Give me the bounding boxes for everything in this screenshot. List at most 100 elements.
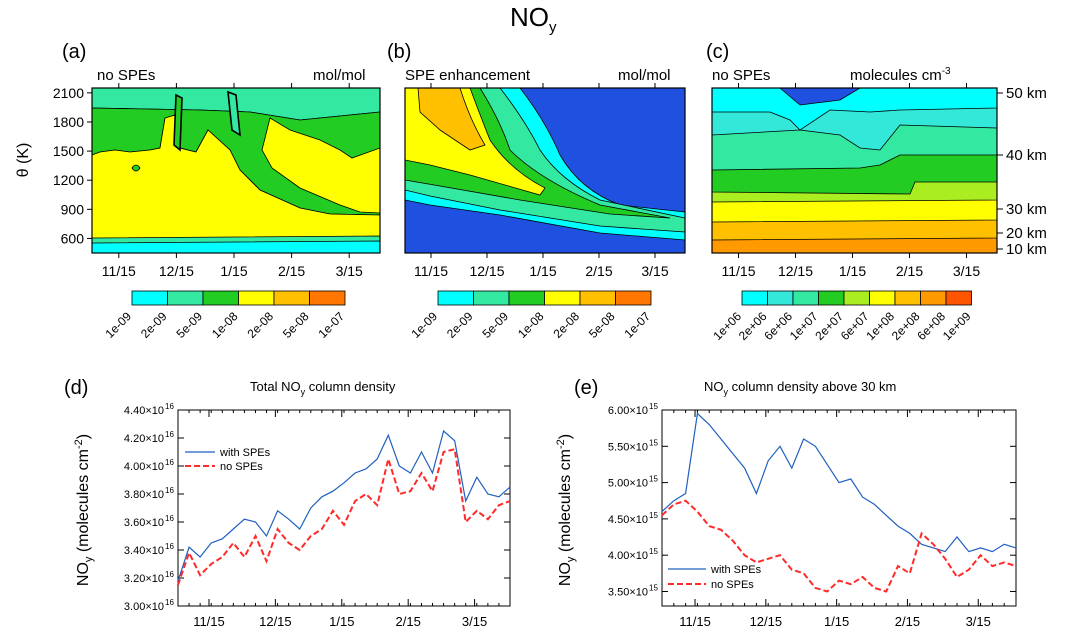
x-tick-label: 1/15 bbox=[220, 263, 247, 279]
colorbar-label: 1e-07 bbox=[316, 309, 348, 341]
colorbar-cell bbox=[202, 290, 239, 306]
y-tick-exponent: 16 bbox=[165, 486, 174, 495]
panel-label-e: (e) bbox=[574, 377, 598, 399]
panel-b-x-axis: 11/15 12/15 1/15 2/15 3/15 bbox=[414, 83, 669, 279]
y-tick-exponent: 15 bbox=[649, 438, 658, 447]
panel-b-right-label: mol/mol bbox=[618, 67, 671, 84]
colorbar-cell bbox=[167, 290, 204, 306]
x-tick-label: 11/15 bbox=[722, 263, 756, 279]
colorbar-label: 1e+06 bbox=[710, 309, 744, 343]
y-tick-label: 4.00×10 bbox=[124, 461, 164, 473]
x-tick-label: 2/15 bbox=[278, 263, 305, 279]
colorbar-cell bbox=[894, 290, 921, 306]
panel-c-x-axis: 11/15 12/15 1/15 2/15 3/15 bbox=[722, 83, 980, 279]
colorbar-cell bbox=[920, 290, 947, 306]
colorbar-cell bbox=[273, 290, 310, 306]
x-tick-label: 11/15 bbox=[679, 614, 711, 629]
panel-b: SPE enhancement mol/mol 11/15 12/15 1/15 2/… bbox=[404, 67, 686, 341]
panel-d-plot-frame bbox=[177, 409, 511, 607]
x-tick-label: 12/15 bbox=[469, 263, 504, 279]
panel-a-x-axis: 11/15 12/15 1/15 2/15 3/15 bbox=[102, 83, 363, 279]
y-tick-exponent: 16 bbox=[165, 542, 174, 551]
x-tick-label: 11/15 bbox=[102, 263, 136, 279]
colorbar-label: 1e+09 bbox=[940, 309, 974, 343]
panel-d-plot: 3.00×10 163.20×10 163.40×10 163.60×10 163.80… bbox=[124, 402, 511, 629]
colorbar-label: 5e-09 bbox=[174, 309, 206, 341]
panel-a-colorbar: 1e-09 2e-09 5e-09 1e-08 2e-08 5e-08 1e-07 bbox=[103, 290, 348, 341]
panel-a-y-axis: 600 900 1200 1500 1800 2100 bbox=[53, 85, 92, 246]
panel-e-plot-frame bbox=[661, 409, 1017, 607]
y-tick-exponent: 15 bbox=[649, 475, 658, 484]
legend-label-no-spes: no SPEs bbox=[711, 579, 754, 591]
y-tick-label: 3.40×10 bbox=[124, 545, 164, 557]
y-tick-exponent: 15 bbox=[649, 583, 658, 592]
x-tick-label: 12/15 bbox=[750, 614, 783, 629]
y-tick-label: 1800 bbox=[53, 114, 84, 130]
colorbar-label: 1e-08 bbox=[515, 309, 547, 341]
panel-d-title: Total NOy column density bbox=[250, 379, 396, 397]
panel-a-contour-field bbox=[92, 88, 380, 253]
x-tick-label: 3/15 bbox=[966, 614, 991, 629]
y-tick-exponent: 16 bbox=[165, 430, 174, 439]
y-tick-label: 4.20×10 bbox=[124, 433, 164, 445]
colorbar-cell bbox=[843, 290, 870, 306]
y-tick-label: 3.80×10 bbox=[124, 489, 164, 501]
colorbar-label: 2e+07 bbox=[812, 309, 846, 343]
colorbar-label: 1e-09 bbox=[409, 309, 441, 341]
colorbar-cell bbox=[579, 290, 616, 306]
y-tick-label: 3.60×10 bbox=[124, 517, 164, 529]
y-tick-label: 6.00×10 bbox=[608, 405, 648, 417]
colorbar-label: 1e-09 bbox=[103, 309, 135, 341]
colorbar-cell bbox=[437, 290, 474, 306]
series-line-no-spes bbox=[177, 447, 511, 586]
panel-b-contour-field bbox=[405, 88, 685, 253]
panel-label-a: (a) bbox=[62, 41, 86, 63]
colorbar-cell bbox=[544, 290, 581, 306]
panel-c-right-label: molecules cm-3 bbox=[850, 66, 951, 84]
y-tick-exponent: 16 bbox=[165, 458, 174, 467]
y-tick-label: 5.50×10 bbox=[608, 441, 648, 453]
colorbar-label: 1e+08 bbox=[863, 309, 897, 343]
colorbar-label: 5e-08 bbox=[280, 309, 312, 341]
y-tick-exponent: 15 bbox=[649, 511, 658, 520]
x-tick-label: 11/15 bbox=[193, 614, 225, 629]
y-tick-label: 600 bbox=[61, 230, 85, 246]
panel-a: no SPEs mol/mol 600 900 1200 1500 1800 2100 θ… bbox=[15, 67, 381, 341]
x-tick-label: 3/15 bbox=[641, 263, 668, 279]
colorbar-label: 6e+08 bbox=[914, 309, 948, 343]
colorbar-cell bbox=[473, 290, 510, 306]
colorbar-label: 2e+08 bbox=[889, 309, 923, 343]
legend-label-with-spes: with SPEs bbox=[219, 447, 271, 459]
x-tick-label: 1/15 bbox=[824, 614, 849, 629]
x-tick-label: 1/15 bbox=[839, 263, 866, 279]
colorbar-label: 5e-09 bbox=[480, 309, 512, 341]
colorbar-label: 2e+06 bbox=[736, 309, 770, 343]
panel-c-left-label: no SPEs bbox=[712, 67, 770, 84]
colorbar-cell bbox=[615, 290, 652, 306]
colorbar-label: 2e-09 bbox=[138, 309, 170, 341]
y-tick-label: 4.50×10 bbox=[608, 514, 648, 526]
series-line-with-spes bbox=[661, 412, 1017, 553]
y-tick-label: 3.50×10 bbox=[608, 586, 648, 598]
panel-e-ylabel: NOy (molecules cm-2) bbox=[555, 434, 577, 586]
panel-e: NOy column density above 30 km 3.50×10 15… bbox=[555, 379, 1017, 629]
legend-label-no-spes: no SPEs bbox=[220, 461, 263, 473]
y-tick-exponent: 16 bbox=[165, 570, 174, 579]
x-tick-label: 12/15 bbox=[259, 614, 292, 629]
colorbar-cell bbox=[945, 290, 972, 306]
panel-c: no SPEs molecules cm-3 50 km 40 km 30 km 20… bbox=[710, 66, 1046, 343]
panel-d-legend: with SPEs no SPEs bbox=[185, 447, 271, 473]
colorbar-label: 1e+07 bbox=[787, 309, 821, 343]
colorbar-label: 2e-08 bbox=[551, 309, 583, 341]
panel-a-ylabel: θ (K) bbox=[15, 143, 32, 178]
colorbar-label: 6e+06 bbox=[761, 309, 795, 343]
altitude-tick-label: 20 km bbox=[1006, 225, 1047, 242]
y-tick-exponent: 16 bbox=[165, 514, 174, 523]
panel-a-left-label: no SPEs bbox=[97, 67, 155, 84]
colorbar-label: 2e-09 bbox=[444, 309, 476, 341]
x-tick-label: 12/15 bbox=[778, 263, 813, 279]
panel-label-d: (d) bbox=[64, 377, 88, 399]
y-tick-label: 3.00×10 bbox=[124, 601, 164, 613]
